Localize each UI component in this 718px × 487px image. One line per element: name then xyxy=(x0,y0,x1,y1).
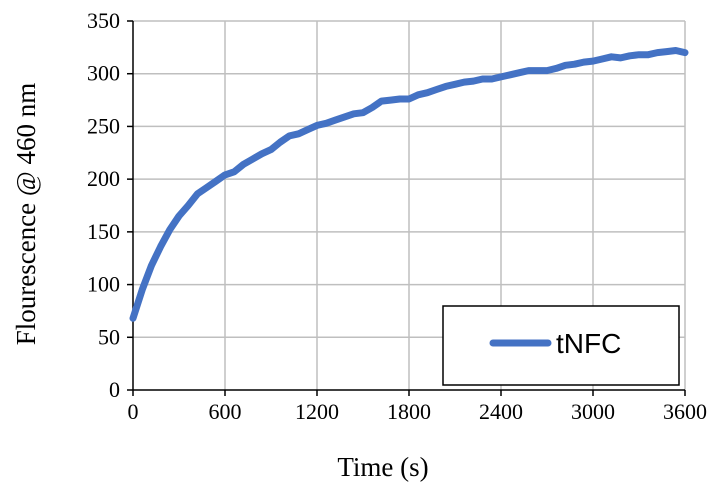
x-tick-label: 1800 xyxy=(387,399,431,424)
x-axis-title: Time (s) xyxy=(337,452,428,482)
x-tick-label: 0 xyxy=(128,399,139,424)
x-tick-label: 2400 xyxy=(479,399,523,424)
y-tick-label: 50 xyxy=(98,324,120,349)
x-tick-label: 3000 xyxy=(571,399,615,424)
y-tick-label: 350 xyxy=(87,8,120,33)
y-tick-label: 250 xyxy=(87,113,120,138)
grid-lines xyxy=(133,20,686,390)
x-tick-label: 3600 xyxy=(663,399,707,424)
series-layer xyxy=(129,47,689,322)
legend-box xyxy=(442,305,680,386)
y-tick-label: 0 xyxy=(109,377,120,402)
y-tick-label: 100 xyxy=(87,272,120,297)
series-line-tNFC xyxy=(129,47,689,322)
y-tick-label: 300 xyxy=(87,61,120,86)
y-tick-label: 200 xyxy=(87,166,120,191)
y-axis-title: Flourescence @ 460 nm xyxy=(11,83,41,346)
axes xyxy=(127,20,686,396)
x-tick-label: 1200 xyxy=(295,399,339,424)
legend: tNFC xyxy=(442,305,680,386)
x-tick-label: 600 xyxy=(209,399,242,424)
y-tick-label: 150 xyxy=(87,219,120,244)
y-tick-labels: 0 50 100 150 200 250 300 350 xyxy=(87,8,120,402)
x-tick-labels: 0 600 1200 1800 2400 3000 3600 xyxy=(128,399,708,424)
legend-label-tNFC: tNFC xyxy=(556,328,621,359)
